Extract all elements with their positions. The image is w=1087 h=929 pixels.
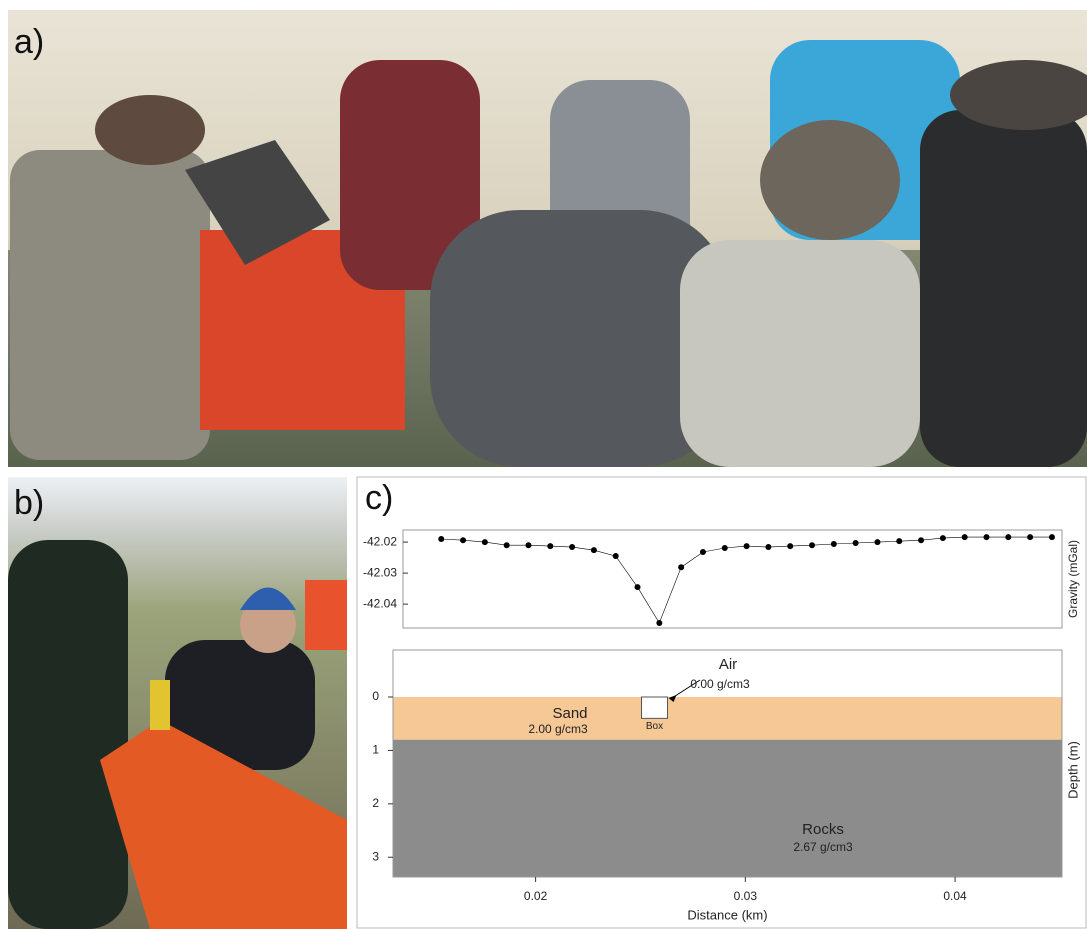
gravity-point: [635, 584, 641, 590]
x-tick-label: 0.03: [734, 889, 758, 903]
gravity-point: [809, 542, 815, 548]
x-tick-label: 0.04: [943, 889, 967, 903]
y-tick-label: 0: [372, 689, 379, 703]
layer-density: 2.00 g/cm3: [528, 722, 588, 736]
x-axis-label: Distance (km): [687, 907, 767, 922]
y-tick-label: -42.04: [363, 596, 397, 610]
y-tick-label: -42.03: [363, 565, 397, 579]
gravity-point: [874, 539, 880, 545]
gravity-point: [460, 537, 466, 543]
gravity-point: [722, 545, 728, 551]
gravity-point: [984, 534, 990, 540]
gravity-point: [613, 553, 619, 559]
layer: [393, 697, 1062, 740]
panel-label: b): [14, 484, 44, 522]
gravity-point: [1005, 534, 1011, 540]
gravity-point: [525, 542, 531, 548]
y-axis-label: Depth (m): [1065, 741, 1080, 799]
box: [642, 697, 668, 718]
y-axis-label: Gravity (mGal): [1066, 540, 1080, 618]
x-tick-label: 0.02: [524, 889, 548, 903]
gravity-point: [504, 542, 510, 548]
gravity-point: [700, 549, 706, 555]
gravity-point: [853, 540, 859, 546]
photo-b: [8, 477, 347, 929]
layer-name: Air: [719, 656, 737, 673]
gravity-point: [569, 544, 575, 550]
y-tick-label: -42.02: [363, 534, 397, 548]
gravity-point: [656, 620, 662, 626]
gravity-point: [438, 536, 444, 542]
layer: [393, 740, 1062, 877]
gravity-point: [918, 537, 924, 543]
y-tick-label: 2: [372, 796, 379, 810]
gravity-point: [591, 547, 597, 553]
gravity-point: [744, 543, 750, 549]
gravity-point: [1049, 534, 1055, 540]
gravity-point: [940, 535, 946, 541]
gravity-point: [962, 534, 968, 540]
gravity-point: [896, 538, 902, 544]
layer-density: 0.00 g/cm3: [690, 677, 750, 691]
box-label: Box: [646, 721, 663, 732]
layer-name: Rocks: [802, 821, 844, 838]
panel-label: c): [365, 479, 393, 517]
gravity-point: [1027, 534, 1033, 540]
y-tick-label: 1: [372, 743, 379, 757]
layer-name: Sand: [552, 705, 587, 722]
gravity-point: [678, 564, 684, 570]
gravity-point: [787, 543, 793, 549]
gravity-point: [765, 544, 771, 550]
layer-density: 2.67 g/cm3: [793, 840, 853, 854]
gravity-point: [547, 543, 553, 549]
gravity-point: [831, 541, 837, 547]
y-tick-label: 3: [372, 849, 379, 863]
panel-label: a): [14, 23, 44, 61]
photo-a: [8, 10, 1087, 467]
figure: a) b) c) -42.02 -42.03 -42.04 Gravity (mGal…: [0, 0, 1087, 929]
gravity-point: [482, 539, 488, 545]
